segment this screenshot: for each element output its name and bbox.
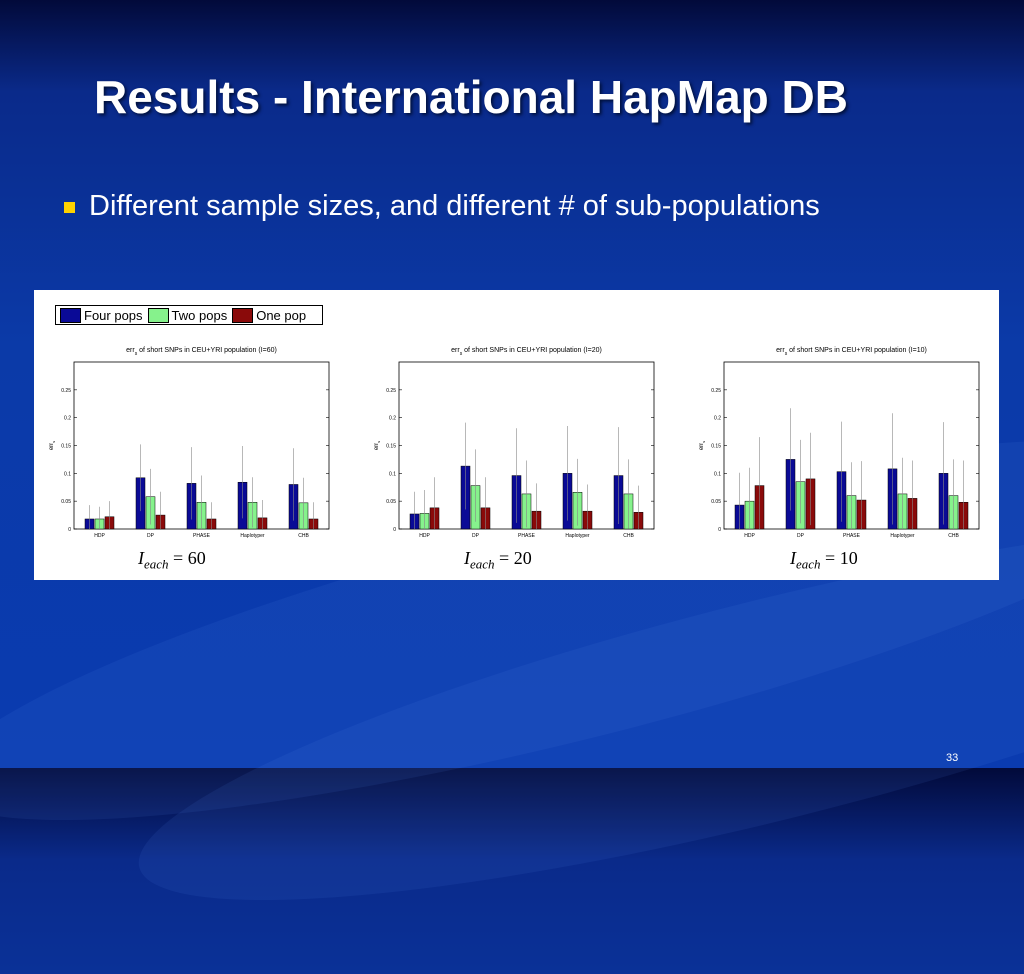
y-tick-label: 0.15 xyxy=(61,444,71,450)
bar-chart-1: errs of short SNPs in CEU+YRI population… xyxy=(39,340,344,545)
y-tick-label: 0 xyxy=(68,527,71,533)
y-tick-label: 0.2 xyxy=(389,416,396,422)
caption-value: = 10 xyxy=(825,548,858,568)
caption-ieach-60: Ieach = 60 xyxy=(138,548,206,573)
caption-sub: each xyxy=(470,556,495,572)
legend-swatch xyxy=(60,307,81,323)
x-tick-label: PHASE xyxy=(193,533,211,539)
y-tick-label: 0.1 xyxy=(714,471,721,477)
x-tick-label: DP xyxy=(797,533,805,539)
chart-svg: errs of short SNPs in CEU+YRI population… xyxy=(49,347,330,539)
y-tick-label: 0.15 xyxy=(386,444,396,450)
legend-label: Two pops xyxy=(171,307,228,323)
y-axis-label: errs xyxy=(699,441,706,450)
bar-chart-3: errs of short SNPs in CEU+YRI population… xyxy=(689,340,994,545)
y-tick-label: 0.25 xyxy=(711,388,721,394)
chart-title-sub: s xyxy=(460,351,463,357)
x-tick-label: HDP xyxy=(744,533,755,539)
chart-title: errs of short SNPs in CEU+YRI population… xyxy=(776,347,927,357)
x-tick-label: PHASE xyxy=(843,533,861,539)
chart-title-sub: s xyxy=(135,351,138,357)
legend-item-two-pops: Two pops xyxy=(147,307,228,323)
x-tick-label: CHB xyxy=(623,533,634,539)
y-tick-label: 0 xyxy=(393,527,396,533)
y-axis-label: errs xyxy=(374,441,381,450)
legend: Four pops Two pops One pop xyxy=(55,305,323,325)
legend-item-one-pop: One pop xyxy=(232,307,307,323)
y-axis-label: errs xyxy=(49,441,56,450)
legend-label: One pop xyxy=(256,307,307,323)
x-tick-label: DP xyxy=(472,533,480,539)
y-tick-label: 0.2 xyxy=(714,416,721,422)
y-tick-label: 0.05 xyxy=(711,499,721,505)
x-tick-label: Haplotyper xyxy=(565,533,590,539)
x-tick-label: Haplotyper xyxy=(890,533,915,539)
y-tick-label: 0.15 xyxy=(711,444,721,450)
x-tick-label: HDP xyxy=(419,533,430,539)
y-tick-label: 0.05 xyxy=(61,499,71,505)
y-tick-label: 0.1 xyxy=(389,471,396,477)
legend-label: Four pops xyxy=(84,307,143,323)
bullet-text: Different sample sizes, and different # … xyxy=(89,190,820,222)
legend-item-four-pops: Four pops xyxy=(60,307,143,323)
y-tick-label: 0.2 xyxy=(64,416,71,422)
x-tick-label: CHB xyxy=(948,533,959,539)
chart-svg: errs of short SNPs in CEU+YRI population… xyxy=(699,347,980,539)
y-tick-label: 0.1 xyxy=(64,471,71,477)
chart-title-rest: of short SNPs in CEU+YRI population (I=1… xyxy=(787,347,927,354)
y-tick-label: 0.05 xyxy=(386,499,396,505)
y-axis-label-sub: s xyxy=(51,441,56,443)
x-tick-label: DP xyxy=(147,533,155,539)
chart-title-rest: of short SNPs in CEU+YRI population (I=6… xyxy=(137,347,277,354)
caption-sub: each xyxy=(796,556,821,572)
page-number: 33 xyxy=(946,752,959,764)
legend-swatch xyxy=(147,307,169,323)
caption-sub: each xyxy=(144,556,169,572)
caption-var: I xyxy=(790,548,796,568)
chart-title: errs of short SNPs in CEU+YRI population… xyxy=(126,347,277,357)
chart-title-sub: s xyxy=(785,351,788,357)
y-tick-label: 0.25 xyxy=(386,388,396,394)
y-tick-label: 0 xyxy=(718,527,721,533)
caption-ieach-20: Ieach = 20 xyxy=(464,548,532,573)
x-tick-label: Haplotyper xyxy=(240,533,265,539)
bar-chart-2: errs of short SNPs in CEU+YRI population… xyxy=(364,340,669,545)
caption-var: I xyxy=(138,548,144,568)
x-tick-label: PHASE xyxy=(518,533,536,539)
bullet-square-icon xyxy=(64,202,75,213)
slide-title: Results - International HapMap DB xyxy=(94,71,848,123)
caption-var: I xyxy=(464,548,470,568)
caption-value: = 20 xyxy=(499,548,532,568)
chart-title-prefix: err xyxy=(776,347,785,354)
chart-title: errs of short SNPs in CEU+YRI population… xyxy=(451,347,602,357)
chart-title-prefix: err xyxy=(451,347,460,354)
y-axis-label-main: err xyxy=(374,443,380,450)
y-axis-label-main: err xyxy=(49,443,55,450)
chart-svg: errs of short SNPs in CEU+YRI population… xyxy=(374,347,655,539)
figure-panel: Four pops Two pops One pop errs of short… xyxy=(34,290,999,580)
y-axis-label-sub: s xyxy=(376,441,381,443)
x-tick-label: CHB xyxy=(298,533,309,539)
caption-ieach-10: Ieach = 10 xyxy=(790,548,858,573)
legend-swatch xyxy=(232,307,254,323)
y-axis-label-main: err xyxy=(699,443,705,450)
x-tick-label: HDP xyxy=(94,533,105,539)
bullet-item: Different sample sizes, and different # … xyxy=(64,190,820,223)
caption-value: = 60 xyxy=(173,548,206,568)
chart-title-prefix: err xyxy=(126,347,135,354)
y-axis-label-sub: s xyxy=(701,441,706,443)
y-tick-label: 0.25 xyxy=(61,388,71,394)
chart-title-rest: of short SNPs in CEU+YRI population (I=2… xyxy=(462,347,602,354)
